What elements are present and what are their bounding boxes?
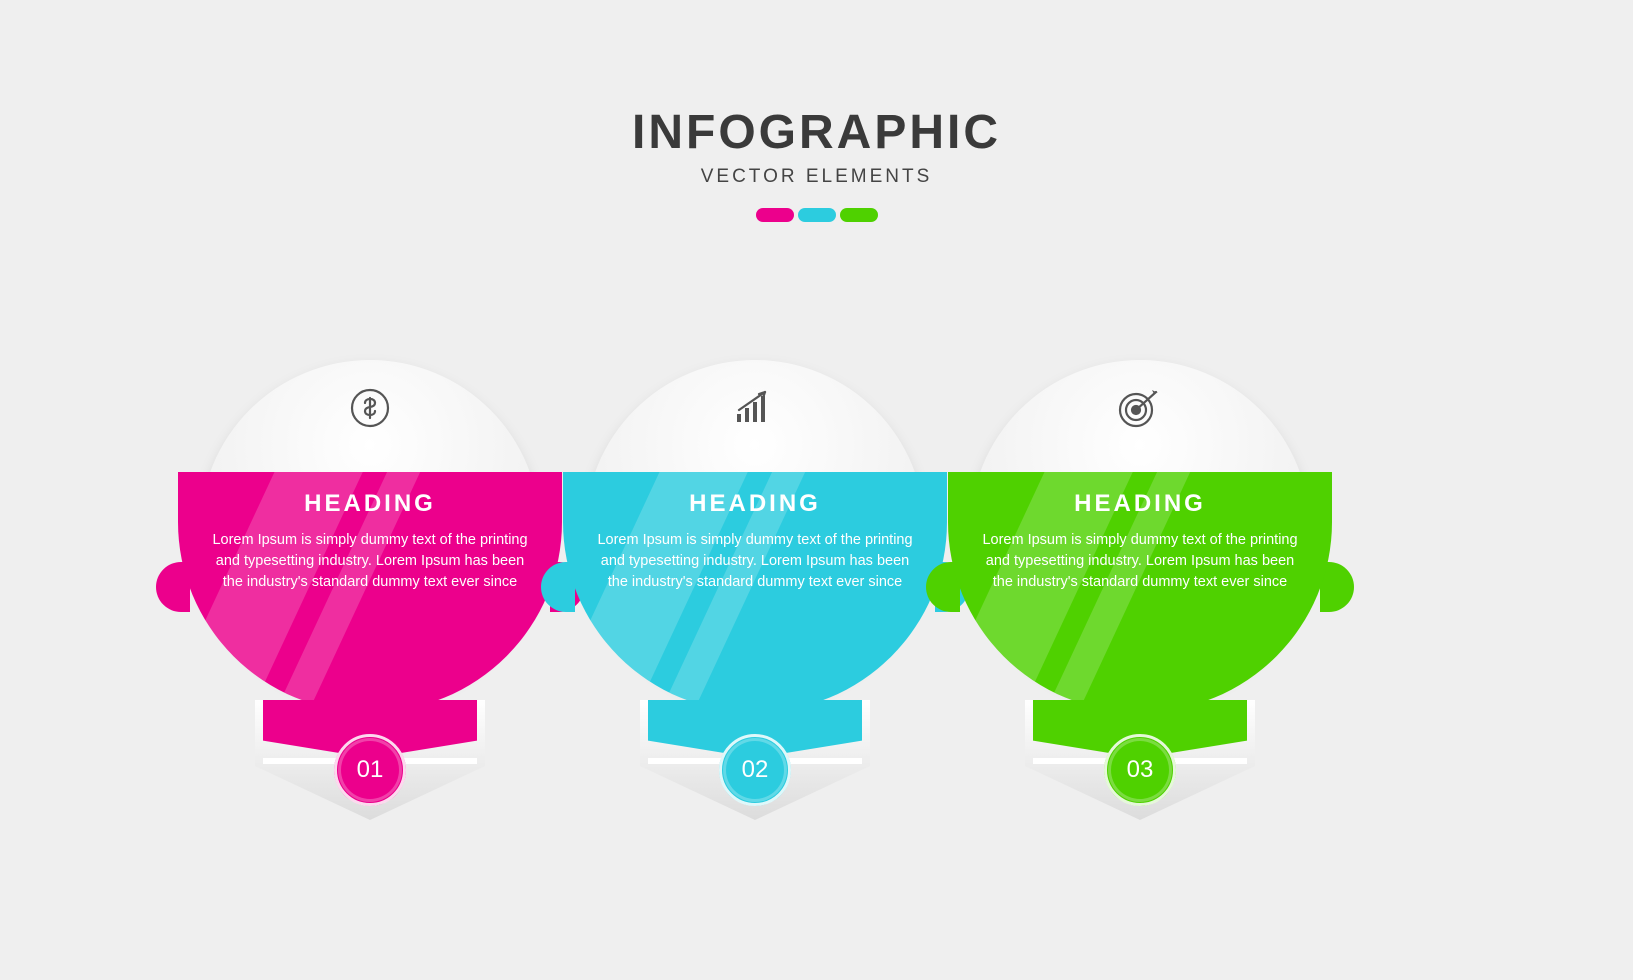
card-heading: HEADING bbox=[978, 490, 1302, 518]
card-color-body: HEADING Lorem Ipsum is simply dummy text… bbox=[563, 472, 947, 712]
card-pointer: 03 bbox=[1025, 700, 1255, 820]
header: INFOGRAPHIC VECTOR ELEMENTS bbox=[0, 0, 1633, 222]
card-color-body: HEADING Lorem Ipsum is simply dummy text… bbox=[178, 472, 562, 712]
info-card-3: HEADING Lorem Ipsum is simply dummy text… bbox=[960, 360, 1320, 820]
card-text-block: HEADING Lorem Ipsum is simply dummy text… bbox=[208, 490, 532, 593]
card-number-badge: 01 bbox=[334, 734, 406, 806]
page-subtitle: VECTOR ELEMENTS bbox=[0, 166, 1633, 188]
card-body: Lorem Ipsum is simply dummy text of the … bbox=[593, 530, 917, 593]
card-number: 02 bbox=[742, 756, 769, 784]
info-card-2: HEADING Lorem Ipsum is simply dummy text… bbox=[575, 360, 935, 820]
cards-stage: HEADING Lorem Ipsum is simply dummy text… bbox=[0, 360, 1633, 880]
info-card-1: HEADING Lorem Ipsum is simply dummy text… bbox=[190, 360, 550, 820]
card-heading: HEADING bbox=[208, 490, 532, 518]
card-color-body: HEADING Lorem Ipsum is simply dummy text… bbox=[948, 472, 1332, 712]
card-body: Lorem Ipsum is simply dummy text of the … bbox=[978, 530, 1302, 593]
dollar-icon bbox=[348, 386, 392, 435]
accent-pill-1 bbox=[756, 208, 794, 222]
card-number-badge: 03 bbox=[1104, 734, 1176, 806]
growth-chart-icon bbox=[731, 386, 779, 435]
card-number-badge: 02 bbox=[719, 734, 791, 806]
card-text-block: HEADING Lorem Ipsum is simply dummy text… bbox=[593, 490, 917, 593]
card-heading: HEADING bbox=[593, 490, 917, 518]
accent-pill-2 bbox=[798, 208, 836, 222]
card-number: 03 bbox=[1127, 756, 1154, 784]
card-body: Lorem Ipsum is simply dummy text of the … bbox=[208, 530, 532, 593]
card-pointer: 01 bbox=[255, 700, 485, 820]
accent-pill-3 bbox=[840, 208, 878, 222]
target-icon bbox=[1116, 386, 1164, 435]
card-number: 01 bbox=[357, 756, 384, 784]
accent-pills bbox=[0, 208, 1633, 222]
card-pointer: 02 bbox=[640, 700, 870, 820]
page-title: INFOGRAPHIC bbox=[0, 105, 1633, 160]
card-text-block: HEADING Lorem Ipsum is simply dummy text… bbox=[978, 490, 1302, 593]
